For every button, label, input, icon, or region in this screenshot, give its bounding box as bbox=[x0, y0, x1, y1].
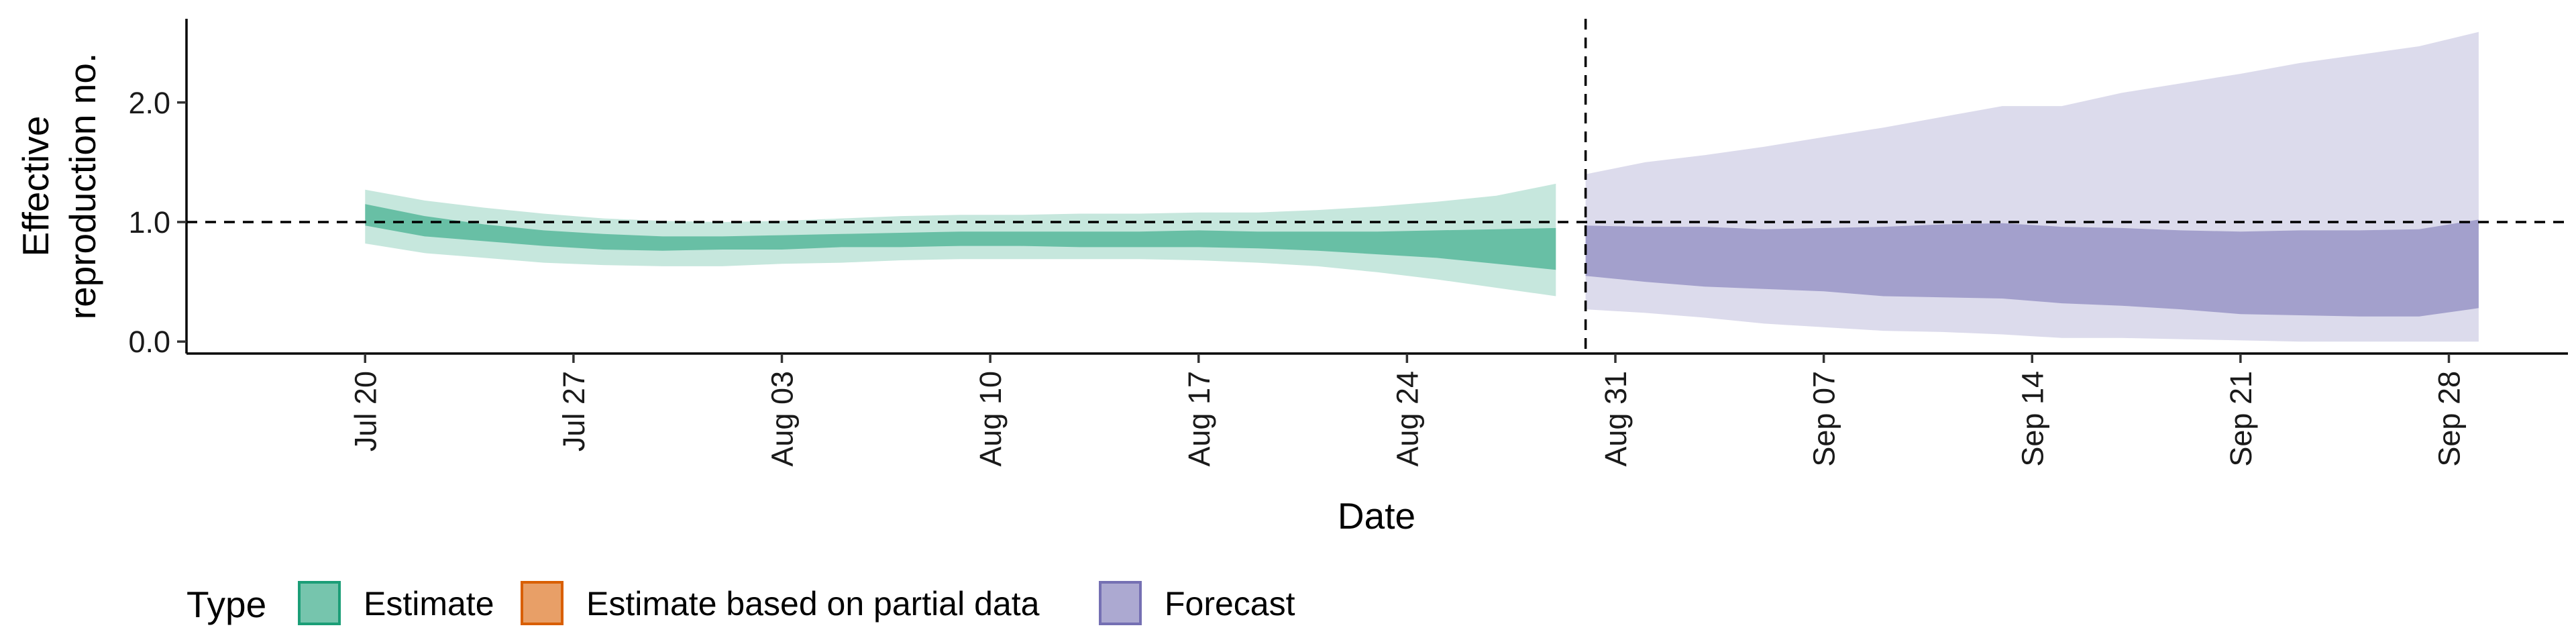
x-tick-label: Sep 07 bbox=[1807, 371, 1841, 467]
forecast-50-interval bbox=[1585, 219, 2479, 317]
x-tick-label: Aug 03 bbox=[765, 371, 800, 467]
legend: Type Estimate Estimate based on partial d… bbox=[186, 581, 1295, 625]
x-tick-label: Sep 21 bbox=[2224, 371, 2258, 467]
y-axis-title: Effective reproduction no. bbox=[15, 53, 103, 320]
legend-key-estimate bbox=[298, 581, 341, 625]
legend-key-forecast bbox=[1099, 581, 1142, 625]
y-tick-label: 2.0 bbox=[128, 86, 170, 120]
x-tick-label: Sep 28 bbox=[2432, 371, 2467, 467]
x-tick-label: Aug 31 bbox=[1599, 371, 1633, 467]
y-tick-label: 1.0 bbox=[128, 205, 170, 239]
plot-area bbox=[186, 19, 2568, 354]
legend-label: Forecast bbox=[1165, 585, 1295, 623]
legend-key-estimate-based-on-partial-data bbox=[521, 581, 564, 625]
y-tick-label: 0.0 bbox=[128, 325, 170, 359]
estimate-50-interval bbox=[365, 204, 1556, 270]
x-tick-label: Aug 17 bbox=[1182, 371, 1216, 467]
legend-label: Estimate bbox=[364, 585, 494, 623]
x-tick-label: Jul 20 bbox=[348, 371, 382, 451]
x-tick-label: Jul 27 bbox=[557, 371, 591, 451]
legend-title: Type bbox=[186, 584, 266, 625]
x-tick-label: Aug 10 bbox=[973, 371, 1008, 467]
y-axis-title-line: reproduction no. bbox=[62, 53, 103, 320]
x-tick-label: Aug 24 bbox=[1390, 371, 1424, 467]
axes: Effective reproduction no. Date 0.0 1.0 2.0… bbox=[15, 19, 2568, 537]
legend-label: Estimate based on partial data bbox=[586, 585, 1040, 623]
y-axis-title-line: Effective bbox=[15, 116, 56, 257]
x-tick-label: Sep 14 bbox=[2015, 371, 2049, 467]
x-axis-title: Date bbox=[1338, 495, 1415, 537]
